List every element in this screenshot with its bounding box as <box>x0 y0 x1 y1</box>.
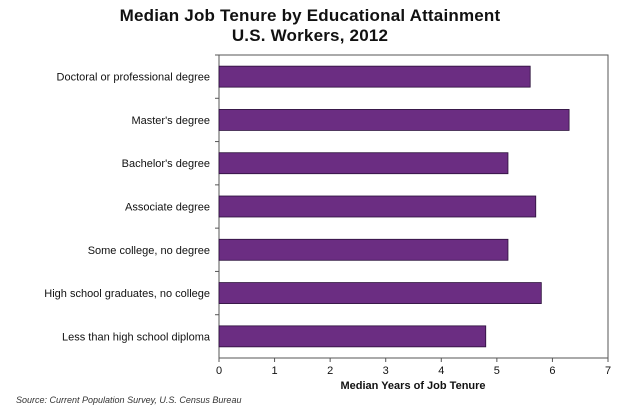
category-label: Some college, no degree <box>88 245 210 257</box>
bar-3 <box>218 195 537 218</box>
x-tick-label: 4 <box>438 365 444 377</box>
source-note: Source: Current Population Survey, U.S. … <box>16 395 242 405</box>
category-label: Master's degree <box>131 115 210 127</box>
bars-group <box>218 65 570 348</box>
bar-2 <box>218 152 509 175</box>
category-label: Associate degree <box>125 202 210 214</box>
x-axis-ticks: 0 1 2 3 4 5 6 7 <box>216 358 611 377</box>
category-label: Less than high school diploma <box>62 331 211 343</box>
x-tick-label: 3 <box>383 365 389 377</box>
category-label: High school graduates, no college <box>44 288 210 300</box>
bar-1 <box>218 109 570 131</box>
x-tick-label: 0 <box>216 365 222 377</box>
category-labels: Doctoral or professional degree Master's … <box>44 54 219 343</box>
x-tick-label: 2 <box>327 365 333 377</box>
category-label: Bachelor's degree <box>122 158 210 170</box>
chart-subtitle: U.S. Workers, 2012 <box>231 26 389 45</box>
category-label: Doctoral or professional degree <box>57 72 210 84</box>
x-axis-label: Median Years of Job Tenure <box>340 380 485 392</box>
x-tick-label: 6 <box>549 365 555 377</box>
bar-0 <box>218 65 531 88</box>
x-tick-label: 7 <box>605 365 611 377</box>
bar-5 <box>218 282 542 304</box>
bar-4 <box>218 238 509 261</box>
chart-title: Median Job Tenure by Educational Attainm… <box>119 6 501 25</box>
x-tick-label: 5 <box>494 365 500 377</box>
x-tick-label: 1 <box>272 365 278 377</box>
bar-6 <box>218 325 487 348</box>
